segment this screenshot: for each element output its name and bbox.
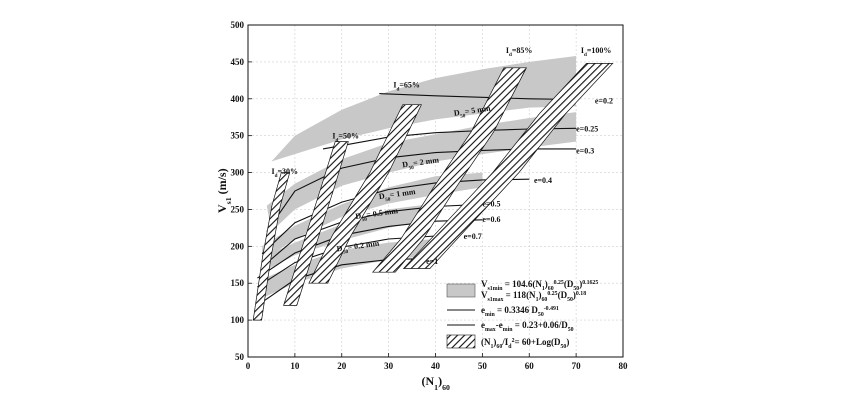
id-label: Id=100% xyxy=(581,46,612,58)
e-label: e=0.4 xyxy=(534,176,552,185)
y-tick-label: 450 xyxy=(231,57,245,67)
x-tick-label: 80 xyxy=(619,361,629,371)
id-band xyxy=(402,63,614,269)
y-tick-label: 150 xyxy=(231,278,245,288)
y-tick-label: 350 xyxy=(231,131,245,141)
e-label: e=1 xyxy=(426,257,438,266)
id-label: Id=50% xyxy=(332,132,359,144)
legend-text: emin = 0.3346 D50-0.491 xyxy=(481,305,559,318)
id-band xyxy=(283,141,349,306)
id-band xyxy=(252,172,291,321)
x-tick-label: 50 xyxy=(478,361,488,371)
legend-swatch-hatch xyxy=(446,334,476,349)
x-tick-label: 30 xyxy=(384,361,394,371)
axes: 0 10 20 30 40 50 60 70 80 50 100 150 200 250 300 350 400… xyxy=(215,20,628,392)
x-tick-label: 40 xyxy=(431,361,441,371)
id-label: Id=65% xyxy=(393,81,420,93)
e-label: e=0.5 xyxy=(482,200,500,209)
vs1-band xyxy=(262,172,483,262)
legend-text: emax-emin = 0.23+0.06/D50 xyxy=(481,320,574,333)
e-label: e=0.25 xyxy=(576,124,598,133)
plot-area xyxy=(252,56,614,321)
d50-label: D50= 2 mm xyxy=(402,155,440,172)
id-band xyxy=(371,67,527,273)
e-label: e=0.6 xyxy=(482,215,500,224)
y-tick-label: 50 xyxy=(235,352,245,362)
e-label: e=0.3 xyxy=(576,146,594,155)
y-tick-label: 500 xyxy=(231,20,245,30)
e-label: e=0.2 xyxy=(595,96,613,105)
d50-label: D50= 1 mm xyxy=(378,187,416,204)
y-tick-label: 200 xyxy=(231,241,245,251)
x-tick-label: 20 xyxy=(337,361,347,371)
emin-line xyxy=(261,178,530,255)
legend: Vs1min = 104.6(N1)600.25(D50)0.1625Vs1ma… xyxy=(446,279,598,350)
annotations: D50= 5 mm D50= 2 mm D50= 1 mm D50= 0.5 mm D5… xyxy=(271,46,613,266)
vs1-band xyxy=(266,112,577,232)
y-tick-label: 250 xyxy=(231,204,245,214)
x-tick-label: 10 xyxy=(290,361,300,371)
x-tick-label: 60 xyxy=(525,361,535,371)
emin-line xyxy=(257,219,483,279)
id-label: Id=85% xyxy=(506,46,533,58)
id-label: Id=30% xyxy=(271,167,298,179)
y-tick-label: 400 xyxy=(231,94,245,104)
d50-label: D50= 0.5 mm xyxy=(355,206,399,224)
d50-label: D50= 5 mm xyxy=(453,104,491,121)
x-tick-label: 70 xyxy=(572,361,582,371)
emin-line xyxy=(379,93,577,101)
y-axis-title: Vs1 (m/s) xyxy=(215,168,233,213)
e-label: e=0.7 xyxy=(464,232,482,241)
x-axis-title: (N1)60 xyxy=(422,374,450,392)
d50-label: D50= 0.2 mm xyxy=(336,239,380,257)
legend-text: Vs1max = 118(N1)600.25(D50)0.18 xyxy=(481,290,586,303)
y-tick-label: 300 xyxy=(231,168,245,178)
legend-swatch-band xyxy=(446,283,476,298)
id-band xyxy=(308,104,422,284)
y-tick-label: 100 xyxy=(231,315,245,325)
legend-text: Vs1min = 104.6(N1)600.25(D50)0.1625 xyxy=(481,279,598,292)
legend-text: (N1)60/Id2= 60+Log(D50) xyxy=(481,337,569,350)
x-tick-label: 0 xyxy=(246,361,251,371)
id-bands xyxy=(252,63,614,321)
